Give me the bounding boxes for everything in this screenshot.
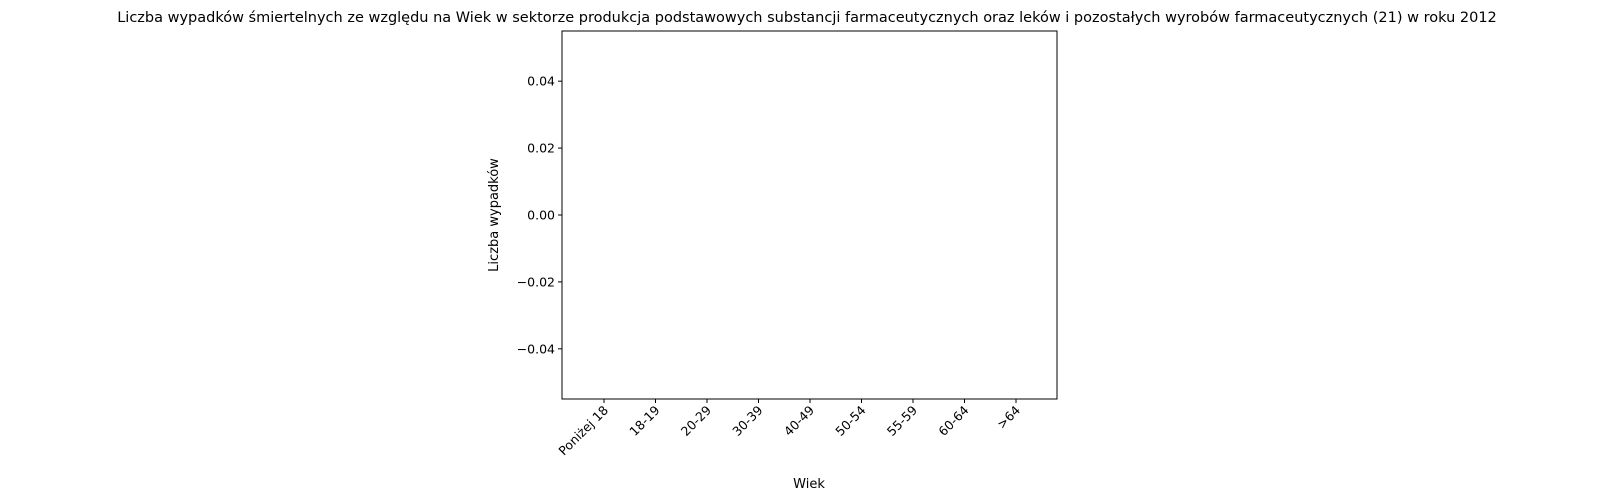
x-axis: Poniżej 18 18-19 20-29 30-39 40-49 50-54 55-59… xyxy=(555,399,1023,458)
x-tick-label: >64 xyxy=(994,402,1023,431)
plot-frame xyxy=(561,30,1058,400)
x-tick-label: 50-54 xyxy=(832,402,868,438)
y-tick-label: 0.00 xyxy=(527,208,555,223)
y-tick-label: 0.04 xyxy=(527,74,555,89)
x-tick-label: 18-19 xyxy=(626,402,662,438)
x-axis-label: Wiek xyxy=(793,477,825,492)
x-tick-label: 55-59 xyxy=(884,402,920,438)
y-tick-label: −0.02 xyxy=(517,274,555,289)
x-tick-label: 40-49 xyxy=(781,402,817,438)
chart-title: Liczba wypadków śmiertelnych ze względu … xyxy=(117,10,1497,26)
x-tick-label: 20-29 xyxy=(678,402,714,438)
y-axis-label: Liczba wypadków xyxy=(487,158,502,272)
y-tick-label: −0.04 xyxy=(517,341,555,356)
x-tick-label: Poniżej 18 xyxy=(555,402,611,458)
y-axis: 0.04 0.02 0.00 −0.02 −0.04 xyxy=(517,74,562,356)
x-tick-label: 60-64 xyxy=(935,402,971,438)
x-tick-label: 30-39 xyxy=(729,402,765,438)
y-tick-label: 0.02 xyxy=(527,141,555,156)
